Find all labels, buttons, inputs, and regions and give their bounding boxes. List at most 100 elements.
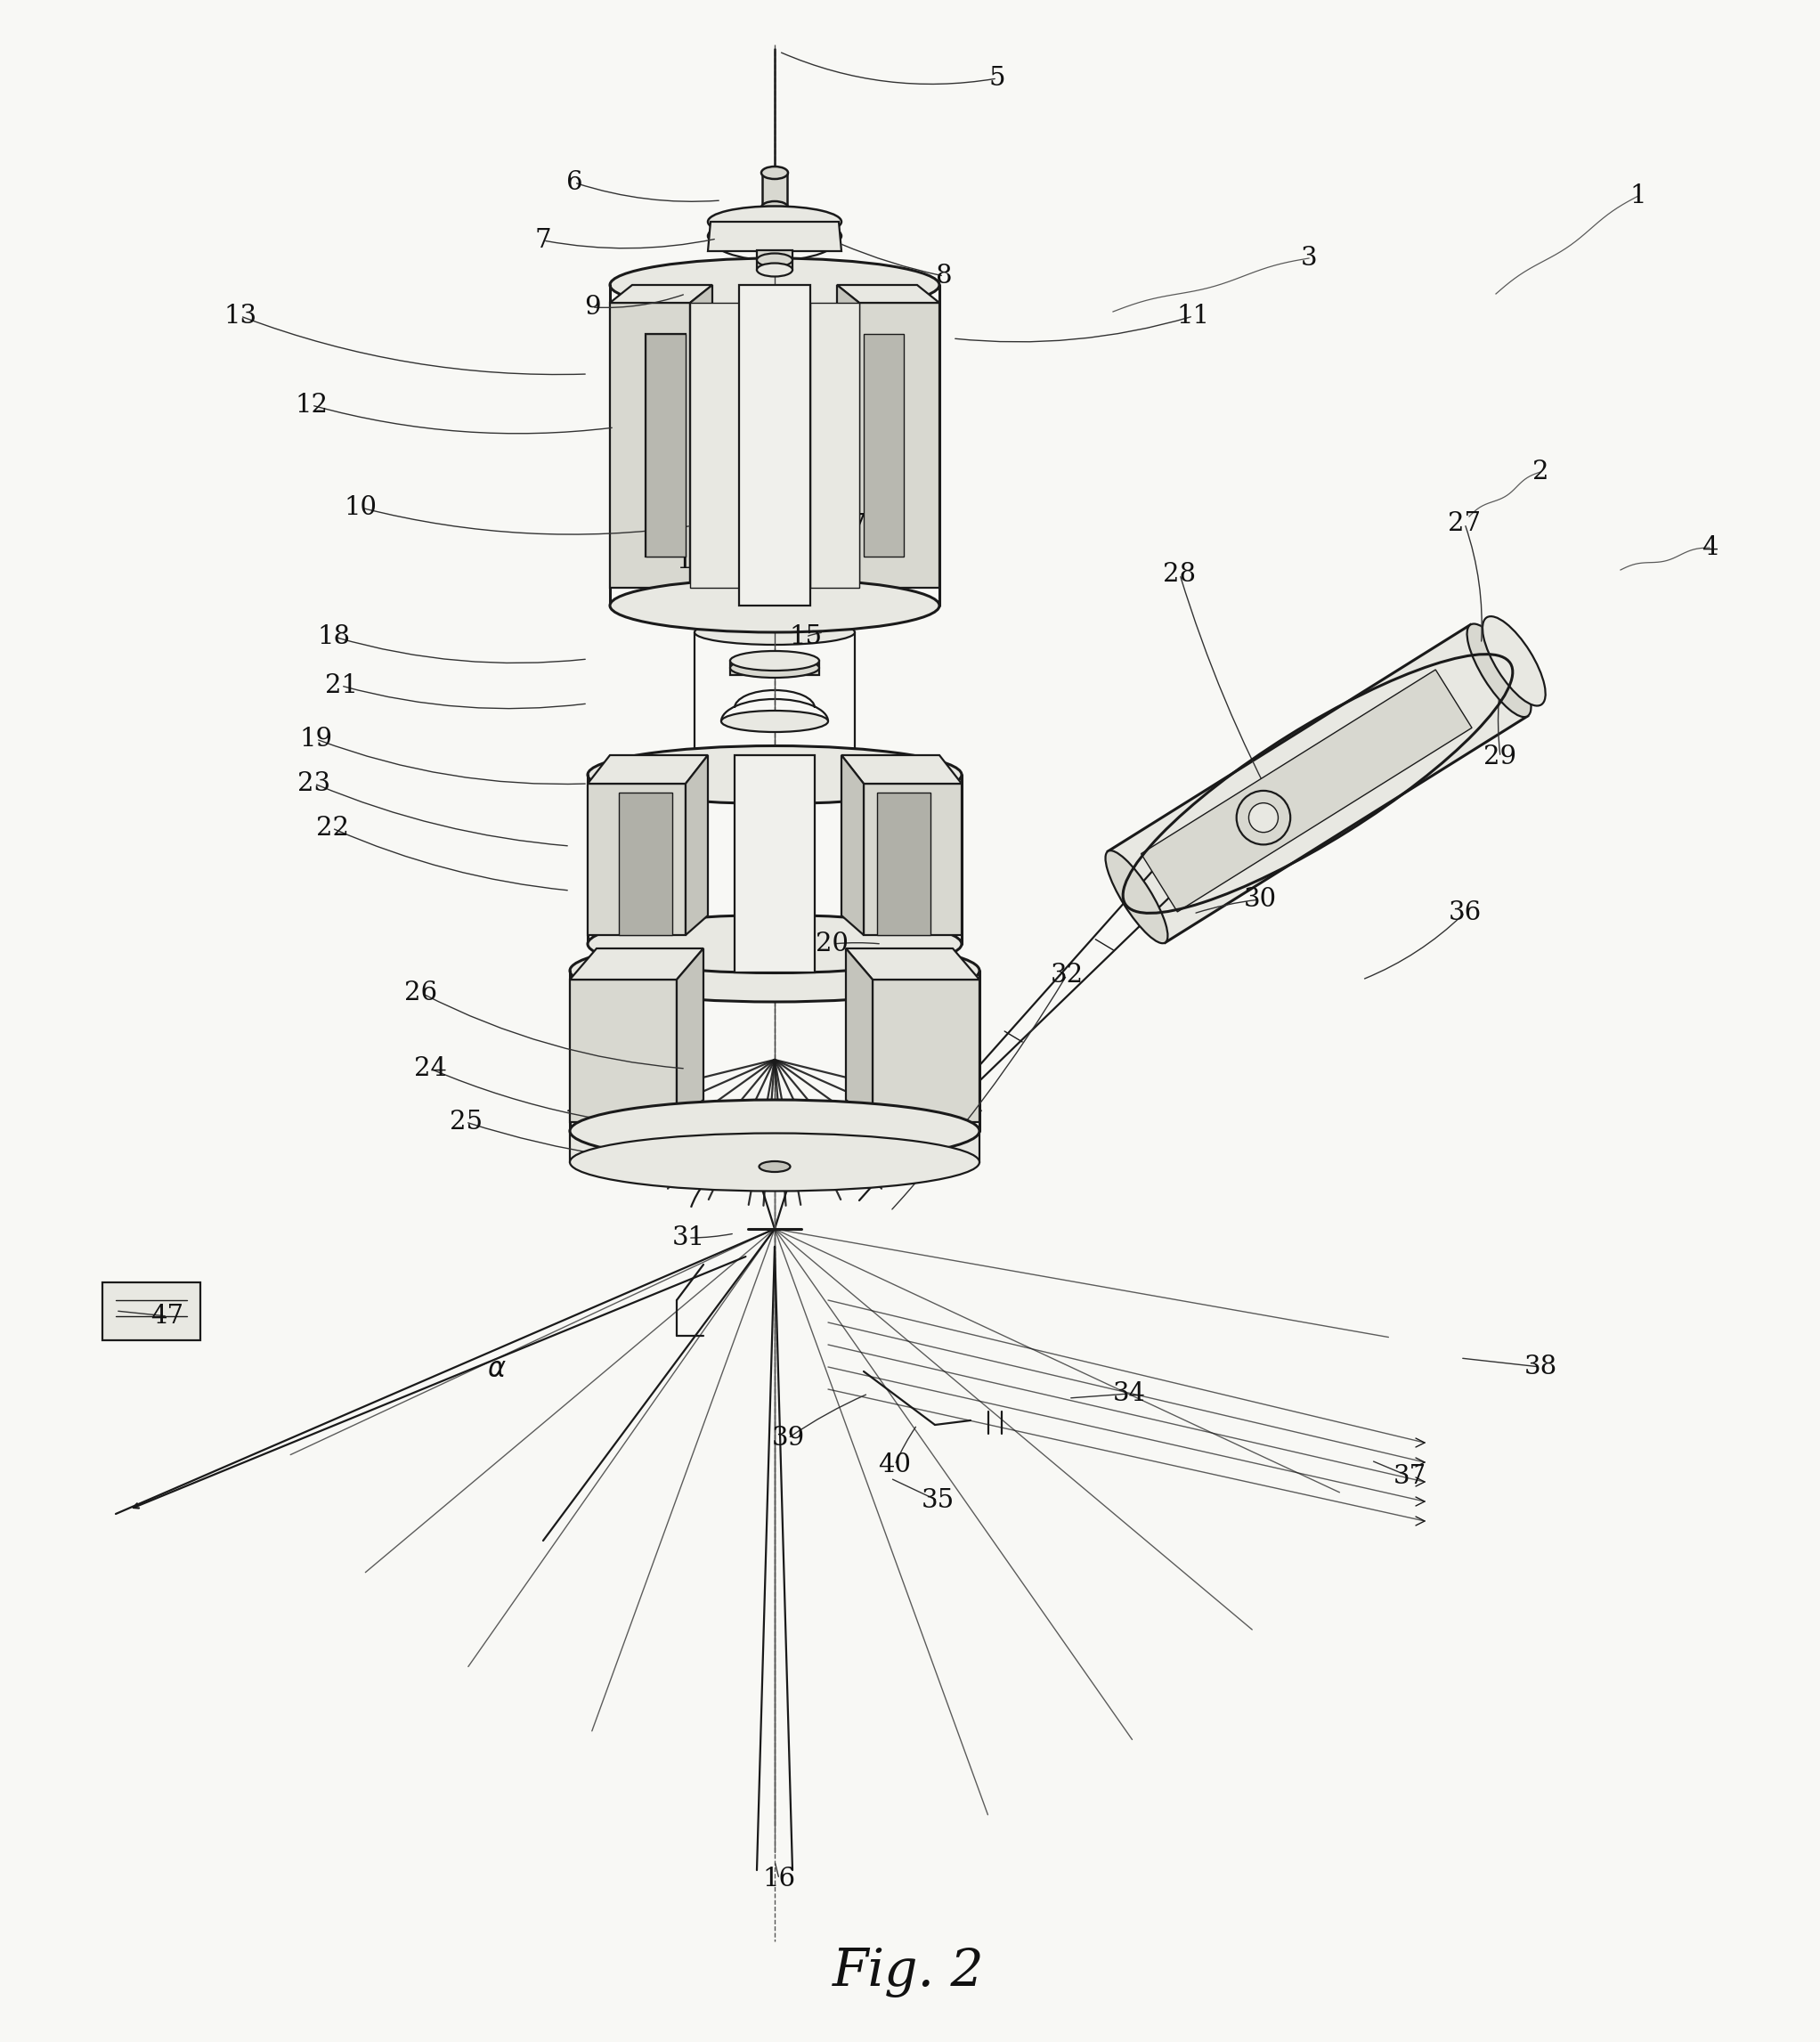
Polygon shape bbox=[739, 286, 810, 606]
Text: $\alpha$: $\alpha$ bbox=[488, 1356, 506, 1382]
Polygon shape bbox=[570, 1131, 768, 1184]
Text: 38: 38 bbox=[1523, 1354, 1556, 1380]
Text: 11: 11 bbox=[1178, 304, 1210, 329]
Polygon shape bbox=[837, 286, 939, 302]
Text: 23: 23 bbox=[298, 772, 331, 796]
Ellipse shape bbox=[730, 658, 819, 678]
Bar bbox=[757, 251, 792, 270]
Ellipse shape bbox=[721, 711, 828, 731]
Text: 27: 27 bbox=[1449, 510, 1481, 537]
Ellipse shape bbox=[695, 621, 855, 645]
Bar bbox=[864, 335, 905, 557]
Ellipse shape bbox=[757, 253, 792, 268]
Bar bbox=[646, 335, 686, 557]
Ellipse shape bbox=[1483, 617, 1545, 707]
Text: 39: 39 bbox=[772, 1425, 804, 1450]
Bar bbox=[102, 1282, 200, 1340]
Text: 31: 31 bbox=[672, 1225, 704, 1250]
Polygon shape bbox=[686, 756, 708, 935]
Text: 12: 12 bbox=[295, 392, 328, 419]
Polygon shape bbox=[864, 784, 961, 935]
Text: 37: 37 bbox=[1392, 1464, 1427, 1489]
Ellipse shape bbox=[730, 651, 819, 670]
Polygon shape bbox=[1141, 670, 1472, 913]
Text: 26: 26 bbox=[404, 980, 437, 1005]
Polygon shape bbox=[872, 980, 979, 1121]
Text: 20: 20 bbox=[815, 931, 848, 956]
Polygon shape bbox=[588, 756, 708, 784]
Text: 28: 28 bbox=[1163, 562, 1196, 586]
Text: 19: 19 bbox=[300, 727, 333, 751]
Text: 24: 24 bbox=[413, 1056, 446, 1080]
Text: 18: 18 bbox=[317, 625, 351, 649]
Ellipse shape bbox=[570, 1133, 979, 1190]
Text: 7: 7 bbox=[535, 229, 551, 253]
Bar bbox=[730, 662, 819, 676]
Text: 4: 4 bbox=[1702, 535, 1718, 560]
Polygon shape bbox=[846, 947, 872, 1121]
Text: 14: 14 bbox=[677, 549, 710, 574]
Ellipse shape bbox=[588, 745, 961, 805]
Ellipse shape bbox=[761, 202, 788, 214]
Text: 15: 15 bbox=[790, 625, 823, 649]
Text: 40: 40 bbox=[879, 1452, 912, 1478]
Ellipse shape bbox=[610, 578, 939, 633]
Polygon shape bbox=[646, 335, 686, 557]
Text: 6: 6 bbox=[566, 169, 582, 196]
Text: 32: 32 bbox=[1050, 962, 1083, 988]
Text: 22: 22 bbox=[315, 815, 349, 841]
Text: 36: 36 bbox=[1449, 901, 1481, 925]
Bar bbox=[763, 174, 786, 208]
Text: 35: 35 bbox=[921, 1489, 954, 1513]
Ellipse shape bbox=[708, 206, 841, 237]
Polygon shape bbox=[588, 784, 686, 935]
Polygon shape bbox=[810, 302, 859, 588]
Polygon shape bbox=[570, 947, 703, 980]
Polygon shape bbox=[859, 302, 939, 588]
Text: 30: 30 bbox=[1243, 886, 1276, 913]
Ellipse shape bbox=[570, 1101, 979, 1162]
Polygon shape bbox=[690, 302, 739, 588]
Ellipse shape bbox=[610, 257, 939, 312]
Polygon shape bbox=[610, 302, 690, 588]
Ellipse shape bbox=[570, 939, 979, 1003]
Text: 17: 17 bbox=[834, 513, 866, 537]
Ellipse shape bbox=[1236, 790, 1290, 845]
Polygon shape bbox=[690, 286, 712, 588]
Ellipse shape bbox=[708, 221, 841, 251]
Text: 21: 21 bbox=[324, 674, 357, 698]
Ellipse shape bbox=[759, 1162, 790, 1172]
Text: 13: 13 bbox=[224, 304, 257, 329]
Polygon shape bbox=[1108, 625, 1527, 943]
Polygon shape bbox=[677, 947, 703, 1121]
Polygon shape bbox=[610, 286, 712, 302]
Ellipse shape bbox=[761, 167, 788, 180]
Ellipse shape bbox=[1249, 803, 1278, 833]
Ellipse shape bbox=[1105, 852, 1168, 943]
Text: 29: 29 bbox=[1483, 745, 1516, 770]
Polygon shape bbox=[735, 756, 815, 972]
Text: 10: 10 bbox=[344, 494, 377, 521]
Polygon shape bbox=[570, 980, 677, 1121]
Text: 8: 8 bbox=[935, 263, 952, 288]
Text: 2: 2 bbox=[1532, 459, 1549, 484]
Text: 9: 9 bbox=[584, 294, 601, 321]
Ellipse shape bbox=[1467, 623, 1531, 717]
Bar bbox=[877, 792, 930, 935]
Bar bbox=[619, 792, 672, 935]
Polygon shape bbox=[846, 947, 979, 980]
Polygon shape bbox=[841, 756, 864, 935]
Text: 1: 1 bbox=[1631, 184, 1647, 208]
Text: 3: 3 bbox=[1301, 245, 1318, 272]
Ellipse shape bbox=[588, 915, 961, 972]
Polygon shape bbox=[708, 223, 841, 251]
Polygon shape bbox=[841, 756, 961, 784]
Text: 5: 5 bbox=[988, 65, 1005, 90]
Text: 47: 47 bbox=[151, 1303, 184, 1329]
Text: Fig. 2: Fig. 2 bbox=[832, 1948, 985, 1997]
Text: 16: 16 bbox=[763, 1866, 795, 1891]
Polygon shape bbox=[837, 286, 859, 588]
Text: 34: 34 bbox=[1112, 1380, 1145, 1407]
Ellipse shape bbox=[757, 263, 792, 276]
Polygon shape bbox=[783, 1131, 979, 1184]
